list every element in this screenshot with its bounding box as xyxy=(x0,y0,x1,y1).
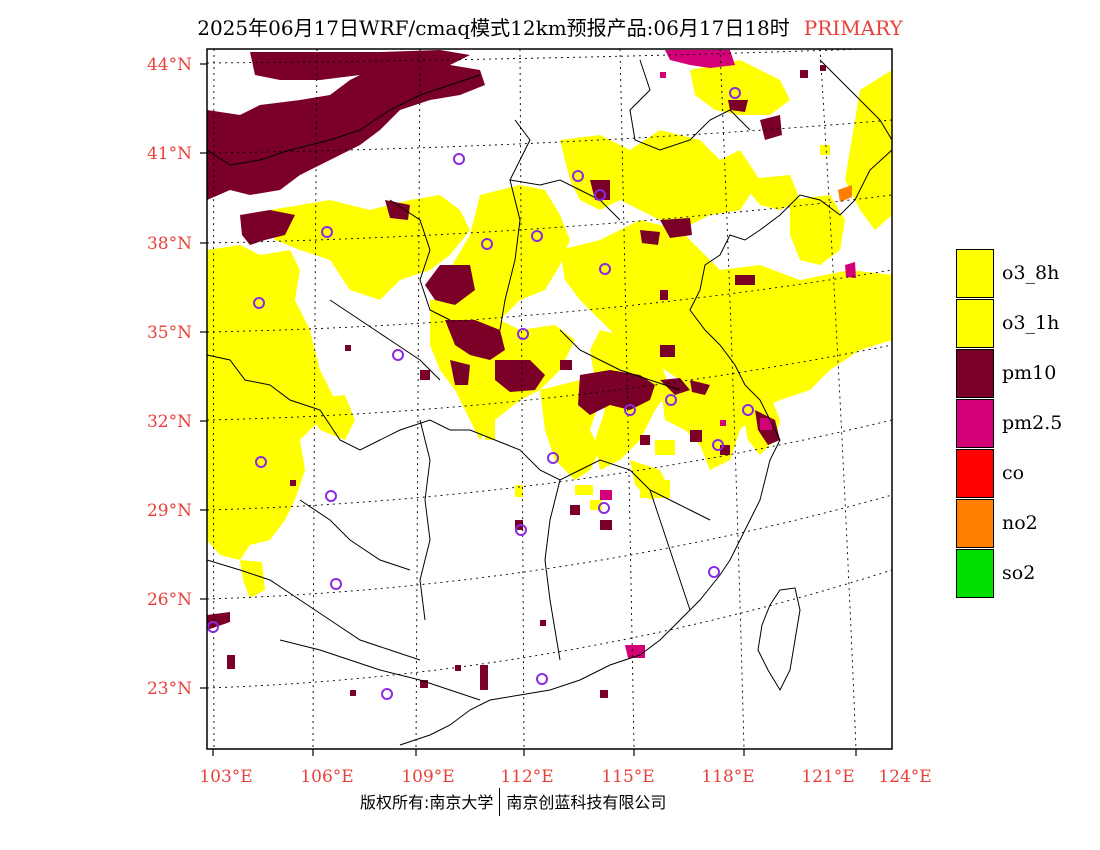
lat-label: 44°N xyxy=(147,55,192,75)
primary-label: PRIMARY xyxy=(803,16,903,40)
map-frame xyxy=(206,48,893,750)
legend-item: co xyxy=(956,449,1086,499)
lat-label: 23°N xyxy=(147,679,192,699)
map-content xyxy=(207,49,892,749)
legend-item: pm10 xyxy=(956,349,1086,399)
legend-swatch xyxy=(956,549,994,598)
copyright-left: 版权所有:南京大学 xyxy=(360,793,494,812)
lon-label: 115°E xyxy=(601,767,654,787)
pm10-regions xyxy=(207,50,826,698)
lon-label: 118°E xyxy=(701,767,754,787)
legend-label: o3_1h xyxy=(1002,312,1060,334)
lat-label: 35°N xyxy=(147,323,192,343)
lon-label: 103°E xyxy=(199,767,252,787)
legend-swatch xyxy=(956,299,994,348)
legend-item: o3_1h xyxy=(956,299,1086,349)
legend: o3_8h o3_1h pm10 pm2.5 co no2 so2 xyxy=(956,249,1086,599)
legend-label: no2 xyxy=(1002,512,1038,534)
legend-item: pm2.5 xyxy=(956,399,1086,449)
longitude-labels: 103°E 106°E 109°E 112°E 115°E 118°E 121°… xyxy=(199,767,931,787)
legend-swatch xyxy=(956,399,994,448)
legend-item: o3_8h xyxy=(956,249,1086,299)
no2-regions xyxy=(838,185,852,202)
axis-ticks xyxy=(200,63,857,756)
lon-label: 106°E xyxy=(300,767,353,787)
legend-label: o3_8h xyxy=(1002,262,1060,284)
legend-label: so2 xyxy=(1002,562,1036,584)
footer-separator xyxy=(499,787,501,816)
graticule xyxy=(207,49,892,749)
legend-label: co xyxy=(1002,462,1025,484)
lat-label: 32°N xyxy=(147,412,192,432)
legend-swatch xyxy=(956,249,994,298)
legend-item: so2 xyxy=(956,549,1086,599)
lon-label: 121°E xyxy=(801,767,854,787)
lat-label: 29°N xyxy=(147,501,192,521)
lon-label: 124°E xyxy=(878,767,931,787)
legend-swatch xyxy=(956,449,994,498)
boundaries xyxy=(207,59,892,746)
legend-swatch xyxy=(956,349,994,398)
legend-item: no2 xyxy=(956,499,1086,549)
pm25-regions xyxy=(600,50,856,658)
lat-label: 41°N xyxy=(147,144,192,164)
lat-label: 26°N xyxy=(147,590,192,610)
title-text: 2025年06月17日WRF/cmaq模式12km预报产品:06月17日18时 xyxy=(197,16,790,40)
copyright-right: 南京创蓝科技有限公司 xyxy=(506,793,667,812)
map-title: 2025年06月17日WRF/cmaq模式12km预报产品:06月17日18时 P… xyxy=(0,12,1100,41)
station-markers xyxy=(207,87,754,700)
copyright-footer: 版权所有:南京大学 南京创蓝科技有限公司 xyxy=(360,787,667,818)
lon-label: 109°E xyxy=(401,767,454,787)
legend-label: pm10 xyxy=(1002,362,1057,384)
latitude-labels: 44°N 41°N 38°N 35°N 32°N 29°N 26°N 23°N xyxy=(147,55,192,699)
lon-label: 112°E xyxy=(500,767,553,787)
legend-swatch xyxy=(956,499,994,548)
legend-label: pm2.5 xyxy=(1002,412,1063,434)
lat-label: 38°N xyxy=(147,234,192,254)
